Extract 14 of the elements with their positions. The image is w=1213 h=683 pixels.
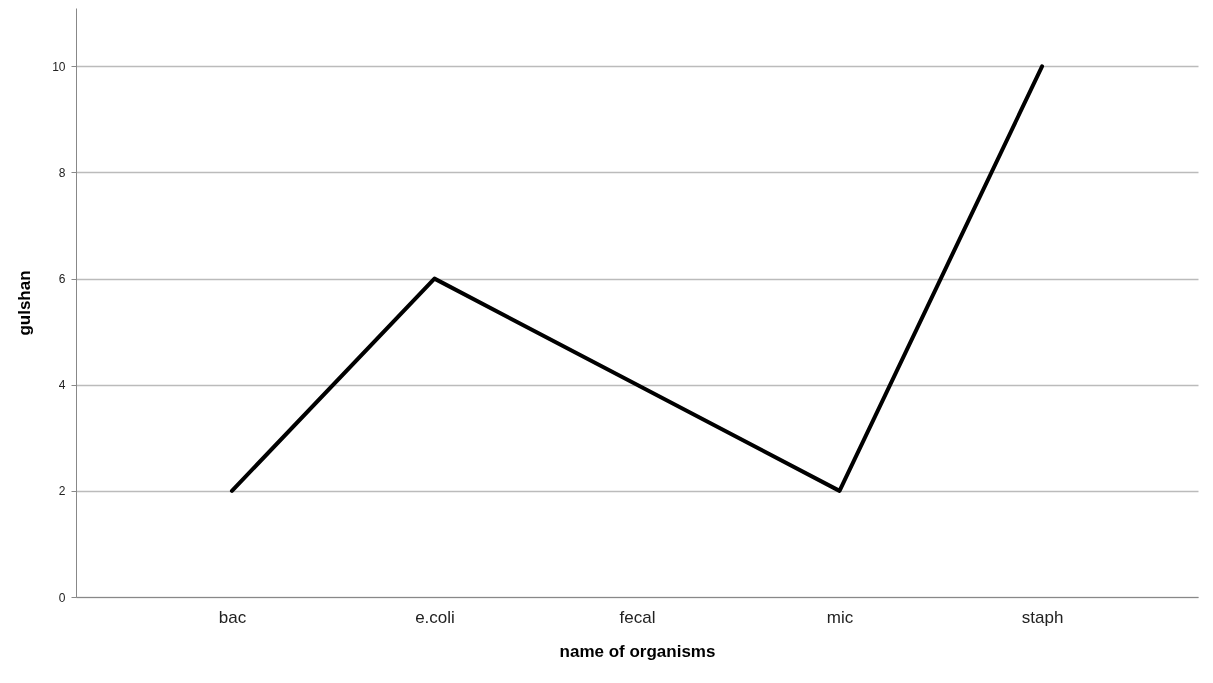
y-tick-label: 0 — [58, 590, 66, 605]
x-tick-label: mic — [826, 607, 854, 627]
x-tick-label: bac — [218, 607, 247, 627]
x-tick-label: staph — [1021, 607, 1064, 627]
y-tick-label: 2 — [58, 484, 66, 499]
y-tick-label: 6 — [58, 272, 66, 287]
x-axis-title: name of organisms — [559, 641, 716, 661]
y-tick-label: 4 — [58, 378, 66, 393]
line-series — [229, 64, 1045, 493]
y-tick-label: 10 — [52, 59, 66, 74]
x-tick-label: fecal — [619, 607, 656, 627]
x-tick-label: e.coli — [415, 607, 455, 627]
y-tick-label: 8 — [58, 166, 66, 180]
y-axis-title: gulshan — [15, 270, 35, 336]
